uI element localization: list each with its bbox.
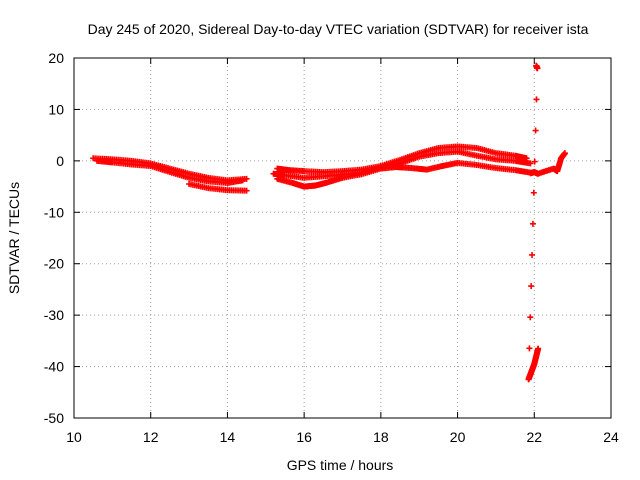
data-point: [529, 220, 536, 227]
series-lower-track: [186, 159, 534, 194]
data-point: [561, 150, 568, 157]
x-tick-label: 14: [220, 429, 236, 445]
x-tick-label: 22: [526, 429, 542, 445]
x-axis-ticks: 10 12 14 16 18 20 22 24: [66, 58, 619, 445]
data-series: [90, 62, 568, 383]
data-point: [529, 251, 536, 258]
data-point: [243, 187, 250, 194]
series-middle-track: [94, 148, 534, 186]
plot-frame: [73, 57, 612, 419]
x-tick-label: 16: [296, 429, 312, 445]
data-point: [532, 127, 539, 134]
y-tick-label: 20: [48, 50, 64, 66]
grid: [74, 58, 611, 418]
y-tick-label: 10: [48, 101, 64, 117]
y-axis-label: SDTVAR / TECUs: [6, 182, 22, 294]
data-point: [534, 65, 541, 72]
data-point: [527, 160, 534, 167]
chart-title: Day 245 of 2020, Sidereal Day-to-day VTE…: [88, 21, 589, 37]
x-tick-label: 12: [143, 429, 159, 445]
y-tick-label: -50: [44, 410, 64, 426]
y-tick-label: -10: [44, 204, 64, 220]
series-late-segment: [527, 150, 568, 177]
y-tick-label: -40: [44, 359, 64, 375]
x-tick-label: 20: [450, 429, 466, 445]
series-outliers: [525, 62, 542, 383]
x-tick-label: 10: [66, 429, 82, 445]
y-tick-label: -20: [44, 256, 64, 272]
y-tick-label: -30: [44, 307, 64, 323]
x-tick-label: 24: [603, 429, 619, 445]
data-point: [528, 283, 535, 290]
data-point: [530, 189, 537, 196]
data-point: [526, 345, 533, 352]
data-point: [239, 177, 246, 184]
x-axis-label: GPS time / hours: [287, 457, 394, 473]
data-point: [533, 96, 540, 103]
y-axis-ticks: -50 -40 -30 -20 -10 0 10 20: [44, 50, 611, 426]
data-point: [243, 175, 250, 182]
x-tick-label: 18: [373, 429, 389, 445]
data-point: [535, 345, 542, 352]
data-point: [531, 158, 538, 165]
data-point: [527, 314, 534, 321]
y-tick-label: 0: [56, 153, 64, 169]
